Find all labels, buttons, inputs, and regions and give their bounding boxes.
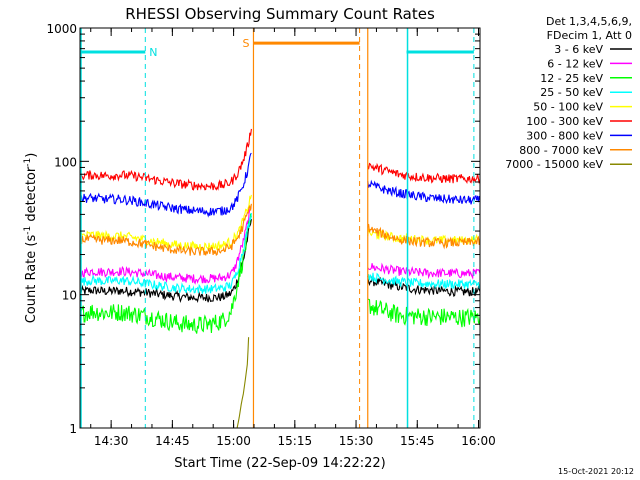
series-line bbox=[367, 179, 481, 205]
legend-label: 300 - 800 keV bbox=[526, 129, 603, 142]
legend-label: 7000 - 15000 keV bbox=[505, 158, 603, 171]
x-tick-label: 15:00 bbox=[216, 434, 251, 448]
flag-bar-label: S bbox=[242, 37, 249, 50]
series-line bbox=[79, 152, 252, 218]
legend-label: 800 - 7000 keV bbox=[519, 144, 603, 157]
x-tick-label: 15:45 bbox=[400, 434, 435, 448]
x-tick-label: 16:00 bbox=[461, 434, 496, 448]
y-axis-label: Count Rate (s-1 detector-1) bbox=[23, 153, 39, 324]
legend-label: 12 - 25 keV bbox=[540, 72, 603, 85]
series-line bbox=[79, 213, 252, 334]
series-line bbox=[79, 194, 252, 253]
time-marker-lines bbox=[80, 28, 475, 428]
plot-frame bbox=[79, 27, 481, 429]
legend: Det 1,3,4,5,6,9, FDecim 1, Att 0 3 - 6 k… bbox=[505, 15, 632, 171]
legend-label: 100 - 300 keV bbox=[526, 115, 603, 128]
y-tick-label: 100 bbox=[54, 155, 77, 169]
series-line bbox=[367, 162, 481, 185]
series-line bbox=[79, 128, 252, 191]
series-line bbox=[367, 262, 481, 280]
series-line bbox=[79, 207, 252, 285]
y-tick-label: 1000 bbox=[46, 22, 77, 36]
legend-header-line: FDecim 1, Att 0 bbox=[547, 29, 632, 42]
x-tick-label: 15:30 bbox=[339, 434, 374, 448]
series-layer bbox=[79, 128, 481, 429]
legend-label: 25 - 50 keV bbox=[540, 86, 603, 99]
x-tick-label: 14:30 bbox=[94, 434, 129, 448]
y-tick-label: 10 bbox=[62, 289, 77, 303]
series-line bbox=[79, 203, 252, 256]
x-tick-label: 14:45 bbox=[155, 434, 190, 448]
flag-bar-label: N bbox=[149, 46, 157, 59]
series-line bbox=[367, 223, 481, 250]
legend-header-line: Det 1,3,4,5,6,9, bbox=[546, 15, 632, 28]
flag-bars: NS bbox=[80, 37, 474, 59]
legend-label: 3 - 6 keV bbox=[554, 43, 603, 56]
series-line bbox=[79, 212, 252, 294]
y-axis: 1 10 100 1000 bbox=[46, 22, 480, 436]
x-tick-label: 15:15 bbox=[278, 434, 313, 448]
series-line bbox=[367, 275, 481, 298]
chart-title: RHESSI Observing Summary Count Rates bbox=[125, 5, 435, 23]
series-line bbox=[367, 272, 481, 290]
series-line bbox=[236, 337, 250, 429]
legend-label: 50 - 100 keV bbox=[533, 101, 603, 114]
y-tick-label: 1 bbox=[69, 422, 77, 436]
footer-timestamp: 15-Oct-2021 20:12 bbox=[558, 467, 634, 476]
series-line bbox=[79, 218, 252, 304]
x-axis: 14:30 14:45 15:00 15:15 15:30 15:45 16:00 bbox=[90, 28, 496, 448]
legend-label: 6 - 12 keV bbox=[547, 57, 603, 70]
x-axis-label: Start Time (22-Sep-09 14:22:22) bbox=[174, 456, 385, 471]
series-line bbox=[367, 298, 481, 328]
